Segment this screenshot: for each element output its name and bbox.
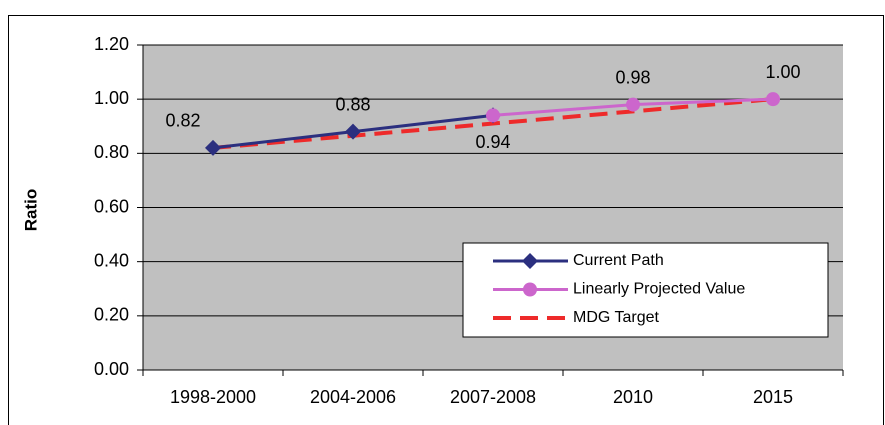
y-axis-label: Ratio bbox=[21, 189, 40, 232]
y-tick-label: 1.00 bbox=[94, 88, 129, 108]
y-tick-label: 0.60 bbox=[94, 196, 129, 216]
data-label: 0.94 bbox=[475, 132, 510, 152]
y-tick-label: 0.80 bbox=[94, 142, 129, 162]
data-label: 0.88 bbox=[335, 94, 370, 114]
x-tick-label: 2004-2006 bbox=[310, 387, 396, 407]
legend-label: Linearly Projected Value bbox=[573, 281, 745, 298]
data-point bbox=[486, 108, 500, 123]
y-tick-label: 0.20 bbox=[94, 305, 129, 325]
x-tick-label: 1998-2000 bbox=[170, 387, 256, 407]
x-tick-label: 2015 bbox=[753, 387, 793, 407]
data-label: 0.98 bbox=[615, 67, 650, 87]
legend-marker bbox=[523, 282, 537, 297]
data-point bbox=[626, 97, 640, 112]
series-line bbox=[212, 97, 774, 150]
legend-label: MDG Target bbox=[573, 309, 660, 326]
y-tick-label: 1.20 bbox=[94, 34, 129, 54]
data-label: 0.82 bbox=[165, 111, 200, 131]
y-tick-label: 0.40 bbox=[94, 250, 129, 270]
y-tick-label: 0.00 bbox=[94, 359, 129, 379]
x-tick-label: 2010 bbox=[613, 387, 653, 407]
x-tick-label: 2007-2008 bbox=[450, 387, 536, 407]
data-point bbox=[205, 139, 221, 156]
data-point bbox=[766, 92, 780, 107]
legend-marker bbox=[522, 253, 538, 269]
legend-label: Current Path bbox=[573, 252, 664, 269]
data-label: 1.00 bbox=[765, 62, 800, 82]
data-point bbox=[345, 123, 361, 140]
